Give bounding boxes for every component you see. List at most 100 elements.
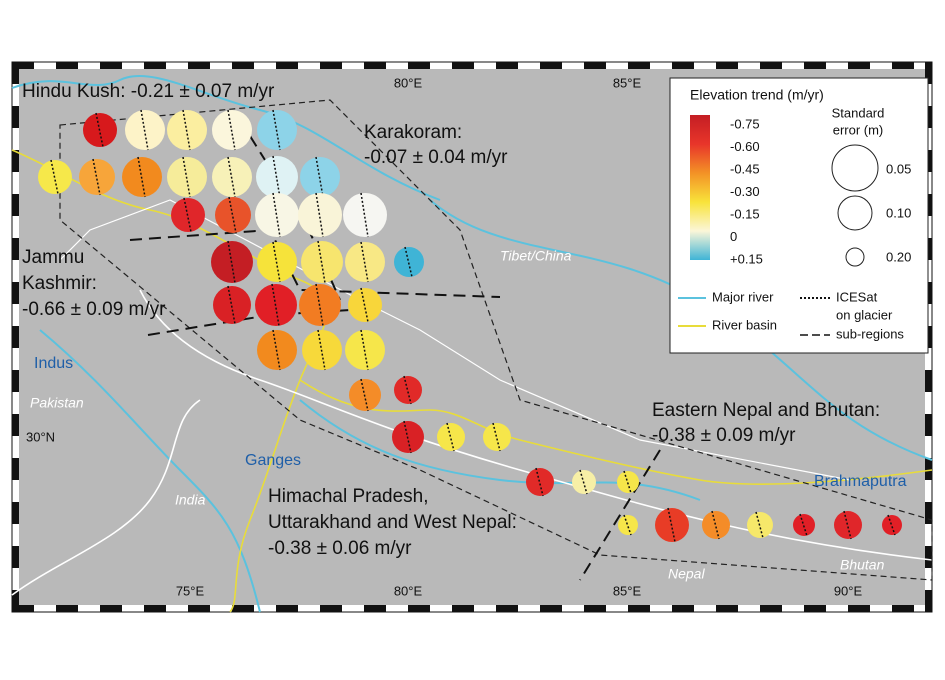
frame-segment	[12, 282, 19, 304]
glacier-circle	[834, 511, 862, 539]
icesat-track	[227, 109, 236, 151]
icesat-track	[360, 192, 369, 238]
frame-segment	[320, 605, 342, 612]
glacier-circles	[38, 109, 902, 543]
frame-segment	[34, 605, 56, 612]
color-label: -0.15	[730, 206, 760, 221]
frame-segment	[342, 62, 364, 69]
river-label: Indus	[34, 355, 73, 372]
frame-segment	[12, 84, 19, 106]
frame-segment	[12, 304, 19, 326]
icesat-track	[887, 514, 896, 536]
icesat-track	[272, 329, 281, 371]
icesat-track	[755, 511, 764, 539]
frame-segment	[386, 62, 408, 69]
size-key	[831, 144, 879, 192]
frame-segment	[694, 605, 716, 612]
region-label: -0.38 ± 0.06 m/yr	[268, 538, 412, 559]
frame-segment	[12, 106, 19, 128]
region-label: -0.66 ± 0.09 m/yr	[22, 299, 166, 320]
region-label: Karakoram:	[364, 122, 462, 143]
legend: Elevation trend (m/yr) -0.75 -0.60 -0.45 -0…	[669, 77, 929, 354]
frame-segment	[496, 62, 518, 69]
frame-segment	[12, 172, 19, 194]
river-label: Ganges	[245, 452, 301, 469]
icesat-track	[95, 112, 104, 148]
country-label: Bhutan	[840, 557, 885, 573]
frame-segment	[925, 480, 932, 502]
region-label: Hindu Kush: -0.21 ± 0.07 m/yr	[22, 81, 275, 102]
color-label: -0.75	[730, 116, 760, 131]
size-title: Standard	[832, 105, 885, 120]
frame-segment	[584, 62, 606, 69]
icesat-track	[227, 156, 236, 198]
frame-segment	[452, 62, 474, 69]
icesat-track	[183, 197, 192, 233]
frame-segment	[12, 62, 19, 84]
frame-segment	[925, 546, 932, 568]
icesat-track	[182, 156, 191, 198]
frame-segment	[760, 605, 782, 612]
icesat-track	[579, 469, 588, 495]
icesat-track	[623, 514, 632, 536]
frame-segment	[12, 502, 19, 524]
frame-segment	[232, 605, 254, 612]
icesat-track	[317, 240, 326, 284]
frame-segment	[364, 605, 386, 612]
icesat-track	[403, 375, 412, 405]
frame-segment	[166, 605, 188, 612]
frame-segment	[826, 62, 848, 69]
frame-segment	[12, 480, 19, 502]
size-label: 0.05	[886, 161, 911, 176]
frame-segment	[12, 370, 19, 392]
glacier-circle	[617, 471, 639, 493]
frame-segment	[925, 62, 932, 84]
frame-segment	[12, 238, 19, 260]
frame-segment	[386, 605, 408, 612]
frame-segment	[232, 62, 254, 69]
frame-segment	[122, 62, 144, 69]
glacier-circle	[215, 197, 251, 233]
frame-segment	[925, 414, 932, 436]
icesat-track	[360, 287, 369, 323]
frame-segment	[320, 62, 342, 69]
glacier-circle	[526, 468, 554, 496]
icesat-track	[137, 156, 146, 198]
legend-label: on glacier	[836, 307, 893, 322]
latitude-label: 30°N	[26, 429, 55, 444]
frame-segment	[276, 62, 298, 69]
icesat-track	[315, 283, 324, 327]
frame-segment	[870, 62, 892, 69]
frame-segment	[78, 62, 100, 69]
frame-segment	[518, 605, 540, 612]
icesat-track	[843, 510, 852, 540]
frame-segment	[474, 62, 496, 69]
frame-segment	[210, 62, 232, 69]
frame-segment	[122, 605, 144, 612]
icesat-track	[711, 510, 720, 540]
frame-segment	[12, 605, 34, 612]
icesat-track	[272, 109, 281, 151]
legend-label: Major river	[712, 289, 774, 304]
frame-segment	[12, 194, 19, 216]
country-label: Nepal	[668, 566, 705, 582]
frame-segment	[562, 605, 584, 612]
frame-segment	[650, 62, 672, 69]
frame-segment	[100, 605, 122, 612]
frame-segment	[584, 605, 606, 612]
glacier-circle	[343, 193, 387, 237]
frame-segment	[452, 605, 474, 612]
frame-segment	[298, 605, 320, 612]
icesat-track	[360, 378, 369, 412]
icesat-track	[492, 422, 501, 452]
frame-segment	[12, 260, 19, 282]
frame-segment	[474, 605, 496, 612]
river-label: Brahmaputra	[814, 473, 907, 490]
size-title: error (m)	[833, 122, 884, 137]
region-label: Eastern Nepal and Bhutan:	[652, 400, 880, 421]
region-label: Kashmir:	[22, 273, 97, 294]
frame-segment	[408, 605, 430, 612]
frame-segment	[78, 605, 100, 612]
frame-segment	[672, 605, 694, 612]
glacier-circle	[437, 423, 465, 451]
